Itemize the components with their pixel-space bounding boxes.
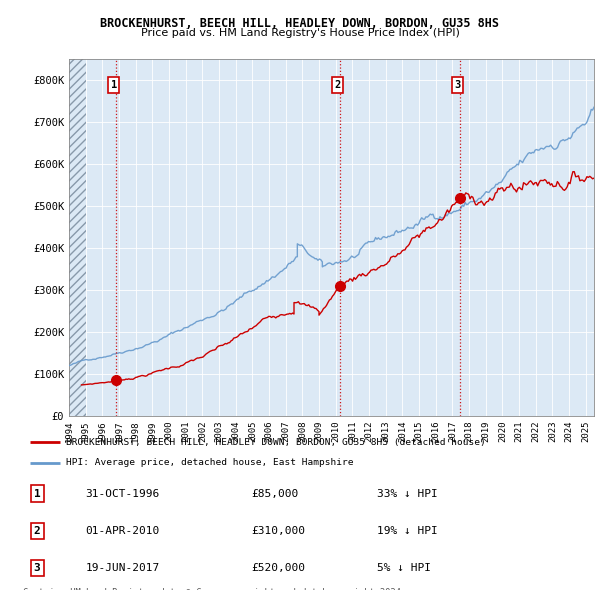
Text: 19% ↓ HPI: 19% ↓ HPI (377, 526, 437, 536)
Text: 33% ↓ HPI: 33% ↓ HPI (377, 489, 437, 499)
Text: 01-APR-2010: 01-APR-2010 (86, 526, 160, 536)
Text: 2: 2 (34, 526, 40, 536)
Text: 1: 1 (110, 80, 117, 90)
Text: BROCKENHURST, BEECH HILL, HEADLEY DOWN, BORDON, GU35 8HS (detached house): BROCKENHURST, BEECH HILL, HEADLEY DOWN, … (65, 438, 485, 447)
Text: £85,000: £85,000 (251, 489, 299, 499)
Text: Contains HM Land Registry data © Crown copyright and database right 2024.: Contains HM Land Registry data © Crown c… (23, 588, 406, 590)
Text: HPI: Average price, detached house, East Hampshire: HPI: Average price, detached house, East… (65, 458, 353, 467)
Text: 5% ↓ HPI: 5% ↓ HPI (377, 563, 431, 573)
Text: 19-JUN-2017: 19-JUN-2017 (86, 563, 160, 573)
Text: £520,000: £520,000 (251, 563, 305, 573)
Text: 31-OCT-1996: 31-OCT-1996 (86, 489, 160, 499)
Bar (69, 59, 86, 416)
Text: 1: 1 (34, 489, 40, 499)
Text: 2: 2 (334, 80, 340, 90)
Text: Price paid vs. HM Land Registry's House Price Index (HPI): Price paid vs. HM Land Registry's House … (140, 28, 460, 38)
Text: 3: 3 (34, 563, 40, 573)
Text: £310,000: £310,000 (251, 526, 305, 536)
Text: 3: 3 (455, 80, 461, 90)
Bar (69, 59, 86, 416)
Text: BROCKENHURST, BEECH HILL, HEADLEY DOWN, BORDON, GU35 8HS: BROCKENHURST, BEECH HILL, HEADLEY DOWN, … (101, 17, 499, 30)
